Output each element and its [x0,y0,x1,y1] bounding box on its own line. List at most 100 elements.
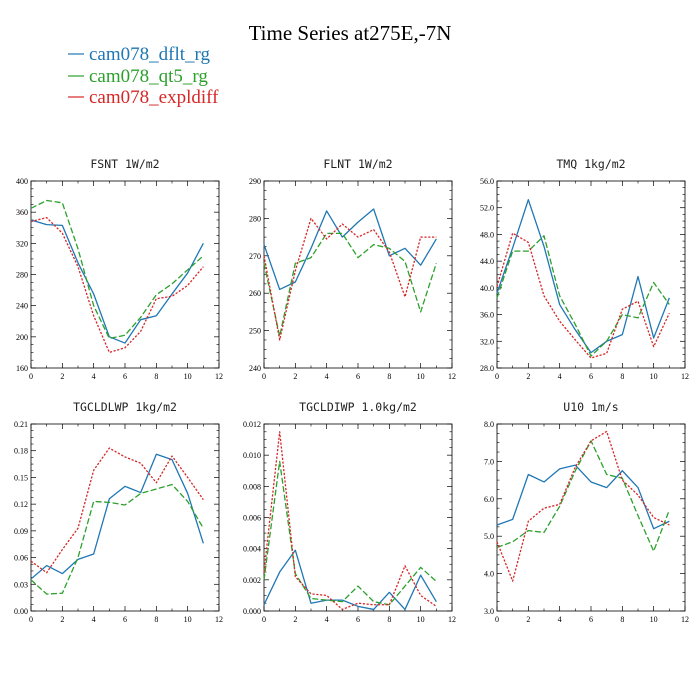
tgcldiwp-ytick-label: 0.002 [243,576,261,585]
tgcldlwp-ytick-label: 0.15 [14,473,28,482]
tgcldiwp-ytick-label: 0.000 [243,607,261,616]
flnt-ytick-label: 240 [249,364,261,373]
flnt-xtick-label: 2 [293,372,297,381]
tmq-xtick-label: 8 [620,372,624,381]
panel-flnt: FLNT 1W/m2 0 2 4 6 8 10 12 240 250 260 270 280 290 [249,157,456,381]
fsnt-xtick-label: 10 [184,372,192,381]
fsnt-ytick-label: 320 [16,239,28,248]
tgcldlwp-xtick-label: 6 [123,615,127,624]
u10-ytick-label: 3.0 [484,607,494,616]
u10-xtick-label: 6 [589,615,593,624]
flnt-ytick-label: 260 [249,289,261,298]
legend-label-qt5: cam078_qt5_rg [89,66,208,87]
tmq-ytick-label: 40.0 [480,284,494,293]
tmq-ytick-label: 56.0 [480,177,494,186]
tmq-series-cam078_qt5_rg [496,235,670,357]
fsnt-xtick-label: 8 [154,372,158,381]
flnt-series-cam078_expldiff [263,217,437,341]
tgcldiwp-xtick-label: 0 [262,615,266,624]
flnt-ytick-label: 290 [249,177,261,186]
legend-label-expldiff: cam078_expldiff [89,87,219,108]
u10-xtick-label: 0 [495,615,499,624]
fsnt-ytick-label: 360 [16,208,28,217]
tmq-xtick-label: 0 [495,372,499,381]
tgcldiwp-ytick-label: 0.012 [243,420,261,429]
tmq-ytick-label: 36.0 [480,311,494,320]
fsnt-series-cam078_dflt_rg [30,219,204,344]
fsnt-xtick-label: 0 [29,372,33,381]
u10-xtick-label: 8 [620,615,624,624]
fsnt-title: FSNT 1W/m2 [90,157,159,171]
u10-xtick-label: 2 [526,615,530,624]
tgcldiwp-ytick-label: 0.010 [243,451,261,460]
flnt-xtick-label: 6 [356,372,360,381]
flnt-xtick-label: 8 [387,372,391,381]
tmq-ytick-label: 48.0 [480,230,494,239]
flnt-xtick-label: 10 [417,372,425,381]
tmq-ytick-label: 44.0 [480,257,494,266]
tmq-title: TMQ 1kg/m2 [556,157,625,171]
flnt-xtick-label: 4 [325,372,329,381]
tmq-xtick-label: 6 [589,372,593,381]
tgcldiwp-xtick-label: 10 [417,615,425,624]
u10-ytick-label: 8.0 [484,420,494,429]
panel-tgcldiwp: TGCLDIWP 1.0kg/m2 0 2 4 6 8 10 12 0.000 0.002 0.00… [243,400,456,624]
tgcldiwp-xtick-label: 12 [448,615,456,624]
flnt-xtick-label: 0 [262,372,266,381]
u10-xtick-label: 10 [650,615,658,624]
tgcldlwp-series-cam078_dflt_rg [30,453,204,580]
legend: cam078_dflt_rg cam078_qt5_rg cam078_expl… [68,44,219,108]
tgcldlwp-ytick-label: 0.03 [14,580,28,589]
tmq-series-cam078_expldiff [496,232,670,359]
tgcldiwp-ytick-label: 0.004 [243,545,261,554]
fsnt-xtick-label: 2 [60,372,64,381]
fsnt-ytick-label: 280 [16,271,28,280]
tgcldiwp-series-cam078_qt5_rg [263,460,437,606]
tmq-xtick-label: 4 [558,372,562,381]
u10-series-cam078_dflt_rg [496,464,670,530]
tmq-xtick-label: 2 [526,372,530,381]
tgcldiwp-ytick-label: 0.008 [243,482,261,491]
fsnt-ytick-label: 400 [16,177,28,186]
tgcldlwp-series-cam078_qt5_rg [30,483,204,595]
tgcldlwp-xtick-label: 0 [29,615,33,624]
tgcldlwp-series-cam078_expldiff [30,447,204,574]
tgcldlwp-xtick-label: 4 [92,615,96,624]
tmq-xtick-label: 12 [681,372,689,381]
tgcldiwp-xtick-label: 6 [356,615,360,624]
tgcldlwp-title: TGCLDLWP 1kg/m2 [73,400,177,414]
tgcldlwp-xtick-label: 10 [184,615,192,624]
tmq-ytick-label: 32.0 [480,337,494,346]
tgcldlwp-ytick-label: 0.12 [14,500,28,509]
fsnt-ytick-label: 200 [16,333,28,342]
tgcldlwp-xtick-label: 12 [215,615,223,624]
flnt-ytick-label: 250 [249,327,261,336]
flnt-title: FLNT 1W/m2 [323,157,392,171]
tgcldiwp-series-cam078_expldiff [263,431,437,611]
fsnt-xtick-label: 6 [123,372,127,381]
tgcldlwp-xtick-label: 8 [154,615,158,624]
panel-tmq: TMQ 1kg/m2 0 2 4 6 8 10 12 28.0 32.0 36.0 40.0 44.0 4… [480,157,689,381]
panel-fsnt: FSNT 1W/m2 0 2 4 6 8 10 12 160 200 240 280 320 360 400 [16,157,223,381]
flnt-ytick-label: 280 [249,214,261,223]
flnt-series-cam078_qt5_rg [263,232,437,337]
legend-label-dflt: cam078_dflt_rg [89,44,211,65]
fsnt-ytick-label: 160 [16,364,28,373]
flnt-xtick-label: 12 [448,372,456,381]
tmq-xtick-label: 10 [650,372,658,381]
fsnt-xtick-label: 4 [92,372,96,381]
fsnt-xtick-label: 12 [215,372,223,381]
panel-u10: U10 1m/s 0 2 4 6 8 10 12 3.0 4.0 5.0 6.0 7.0 8.0 [484,400,689,624]
tgcldiwp-ytick-label: 0.006 [243,514,261,523]
tgcldlwp-ytick-label: 0.18 [14,447,28,456]
tgcldlwp-ytick-label: 0.21 [14,420,28,429]
flnt-series-cam078_dflt_rg [263,208,437,291]
u10-xtick-label: 4 [558,615,562,624]
tgcldiwp-xtick-label: 8 [387,615,391,624]
tgcldiwp-xtick-label: 4 [325,615,329,624]
u10-title: U10 1m/s [563,400,618,414]
tgcldlwp-ytick-label: 0.09 [14,527,28,536]
tgcldiwp-title: TGCLDIWP 1.0kg/m2 [299,400,417,414]
